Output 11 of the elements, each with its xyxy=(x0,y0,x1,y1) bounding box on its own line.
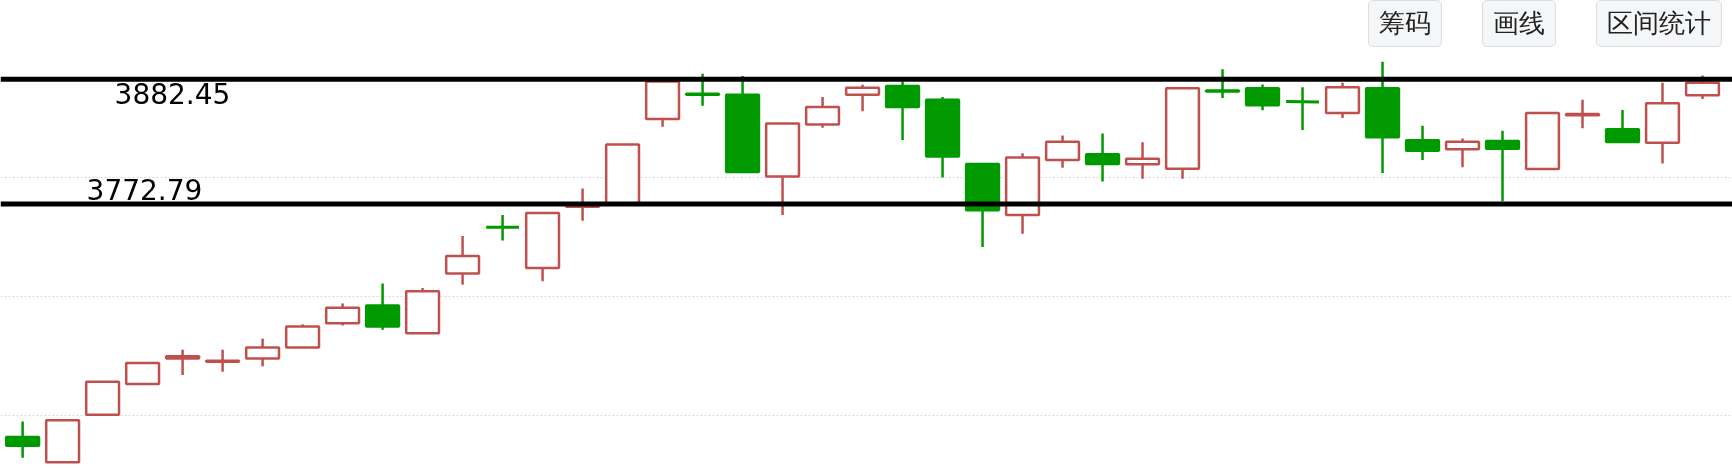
candlestick xyxy=(164,348,201,377)
candlestick xyxy=(204,348,241,374)
candlestick xyxy=(1484,129,1521,203)
ref-line-label: 3772.79 xyxy=(86,174,203,208)
candlestick xyxy=(844,83,881,113)
text: 筹码 xyxy=(1368,0,1442,48)
text: 画线 xyxy=(1482,0,1556,48)
candlestick xyxy=(684,72,721,108)
ref-line-label: 3882.45 xyxy=(114,78,231,112)
text: 区间统计 xyxy=(1596,0,1722,48)
candlestick xyxy=(1124,141,1161,180)
